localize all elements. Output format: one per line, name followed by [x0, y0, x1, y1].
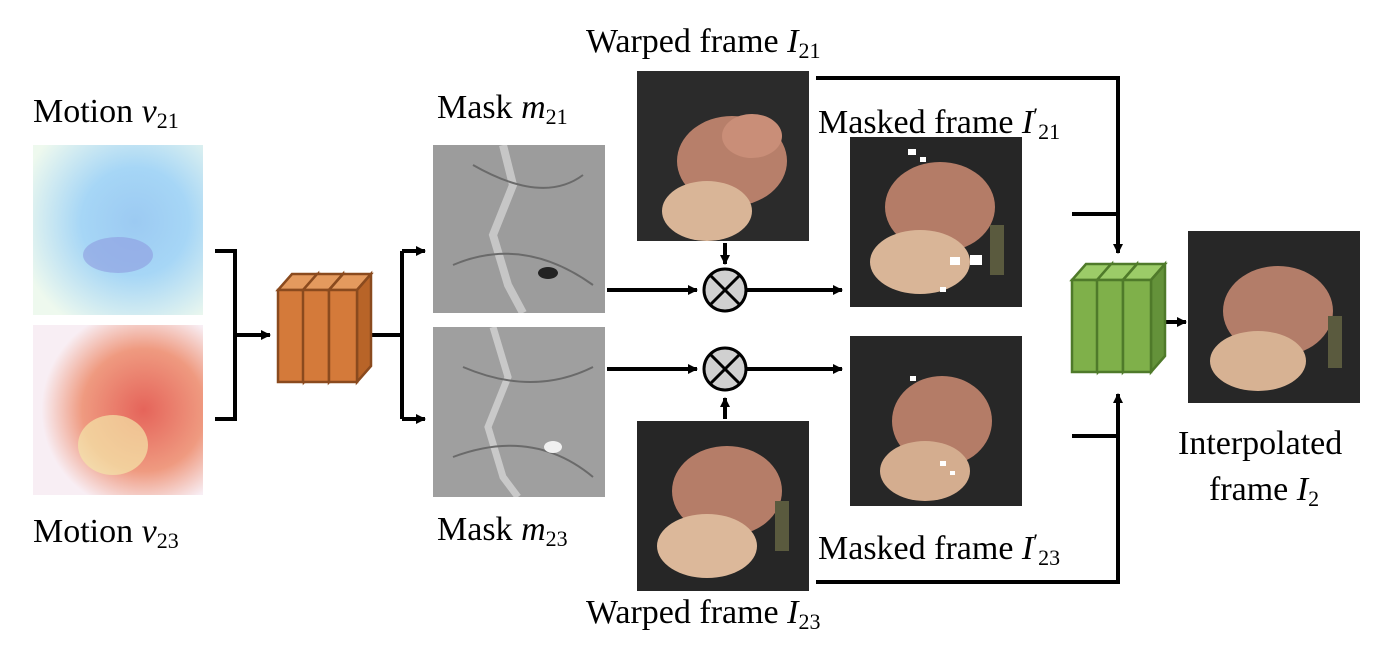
fusion-network-block [1069, 260, 1168, 376]
masked-frame-i23-image [850, 336, 1022, 506]
warped-frame-i23-image [637, 421, 809, 591]
warped-frame-i21-image [637, 71, 809, 241]
mask-network-block [275, 270, 374, 386]
mask-m23-image [433, 327, 605, 497]
interpolated-frame-i2-image [1188, 231, 1360, 403]
motion-v23-label: Motion v23 [33, 513, 179, 553]
masked-frame-i23-label: Masked frame I′23 [818, 529, 1061, 570]
wire-warped23-fusion [816, 393, 1123, 584]
masked-frame-i21-label: Masked frame I′21 [818, 103, 1061, 144]
mask-m23-label: Mask m23 [437, 511, 568, 551]
circled-times-icon [702, 346, 748, 392]
interpolated-frame-label-line1: Interpolated [1178, 425, 1343, 462]
warped-frame-i23-label: Warped frame I23 [586, 594, 821, 634]
motion-merge-bracket [215, 249, 237, 421]
motion-v21-label: Motion v21 [33, 93, 179, 133]
wire-warped21-fusion [816, 76, 1123, 254]
mask-m21-image [433, 145, 605, 313]
masked-frame-i21-image [850, 137, 1022, 307]
warped-frame-i21-label: Warped frame I21 [586, 23, 821, 63]
interpolated-frame-label-line2: frame I2 [1209, 471, 1320, 511]
circled-times-icon [702, 267, 748, 313]
mask-m21-label: Mask m21 [437, 89, 568, 129]
motion-v23-image [33, 325, 203, 495]
motion-v21-image [33, 145, 203, 315]
